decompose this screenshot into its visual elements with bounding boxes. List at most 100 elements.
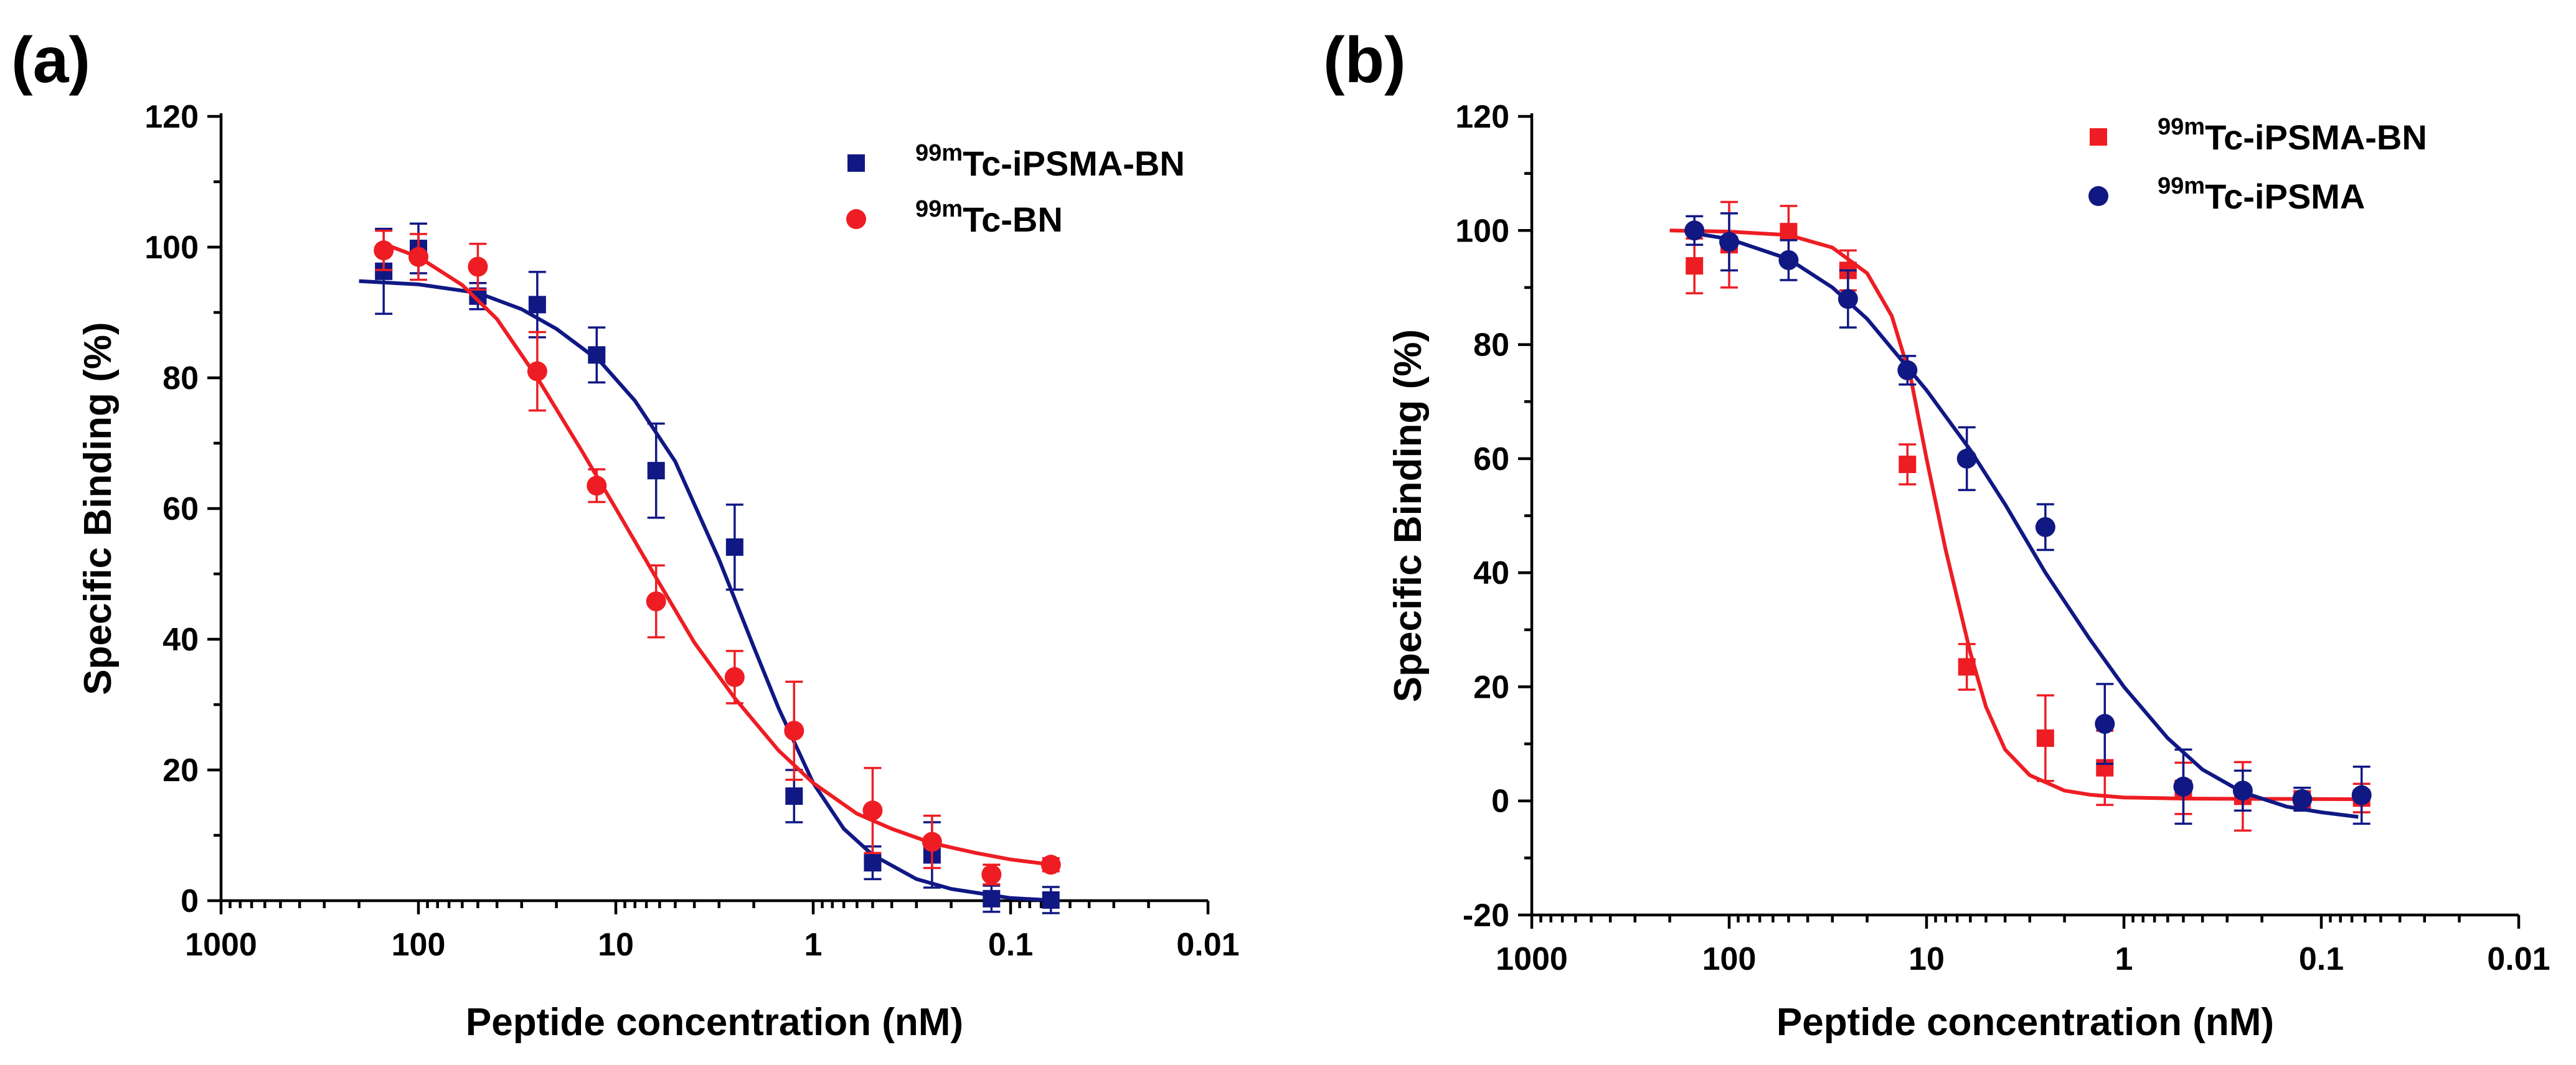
x-tick-label: 10 [1908,941,1945,977]
data-point [1897,360,1918,380]
panel-label: (a) [11,24,90,96]
y-tick-label: 120 [1455,99,1509,135]
data-point [784,721,804,741]
legend-superscript: 99m [915,196,963,222]
data-point [2036,729,2054,747]
x-tick-label: 0.1 [988,927,1033,963]
y-tick-label: 40 [163,622,199,658]
y-tick-label: -20 [1463,898,1509,934]
x-tick-label: 0.1 [2299,941,2344,977]
series-tc-ipsma-bn [1669,200,2371,832]
data-point [1042,891,1060,909]
data-point [1684,220,1705,241]
legend-label: 99mTc-BN [915,196,1063,239]
fit-curve [359,279,1048,902]
x-tick-label: 100 [1702,941,1757,977]
series-tc-bn [374,230,1061,886]
data-point [725,538,743,556]
y-axis-label: Specific Binding (%) [77,322,120,695]
x-tick-label: 1000 [185,927,257,963]
legend-superscript: 99m [2158,114,2205,140]
legend-marker [847,154,865,172]
data-point [1686,257,1704,275]
data-point [374,240,394,261]
data-point [587,476,607,496]
data-point [647,462,665,480]
x-tick-label: 0.01 [1176,927,1239,963]
x-tick-label: 1000 [1496,941,1568,977]
x-axis-label: Peptide concentration (nM) [1776,1001,2274,1044]
data-point [862,800,883,821]
legend-label: 99mTc-iPSMA-BN [915,140,1185,183]
y-tick-label: 120 [144,99,199,135]
y-tick-label: 100 [1455,213,1509,249]
data-point [785,787,803,805]
y-tick-label: 0 [1491,784,1509,820]
data-point [646,591,666,612]
data-point [468,256,488,277]
data-point [2351,785,2372,805]
data-point [1040,855,1061,875]
legend-entry: 99mTc-BN [846,196,1063,239]
data-point [527,361,547,382]
y-tick-label: 100 [144,230,199,266]
legend-marker [846,209,866,229]
series-tc-ipsma-bn [359,222,1060,914]
x-tick-label: 0.01 [2487,941,2550,977]
data-point [1899,456,1917,474]
y-tick-label: 80 [1473,327,1509,364]
legend-superscript: 99m [2158,173,2205,199]
legend-label: 99mTc-iPSMA-BN [2158,114,2427,157]
data-point [983,889,1001,908]
legend-label: 99mTc-iPSMA [2158,173,2365,216]
fit-curve [1669,228,2359,801]
y-tick-label: 60 [163,491,199,527]
y-tick-label: 60 [1473,441,1509,477]
fit-curve [1694,231,2359,819]
legend-name: Tc-iPSMA [2205,177,2365,216]
x-axis-label: Peptide concentration (nM) [466,1001,963,1044]
chart-panel-b: (b) -20 0 20 40 60 80 100 120 1000 100 10 1 0.1 0.01 Pe… [1323,24,2550,1044]
x-tick-label: 1 [2115,941,2133,977]
y-axis-label: Specific Binding (%) [1387,329,1430,702]
legend-entry: 99mTc-iPSMA-BN [2090,114,2427,157]
x-tick-label: 1 [804,927,823,963]
data-point [1780,223,1798,241]
data-point [2292,789,2313,809]
legend-marker [2088,186,2108,206]
chart-panel-a: (a) 0 20 40 60 80 100 120 1000 100 10 1 0.1 0.01 Pepti… [11,24,1240,1044]
data-point [1719,232,1739,252]
data-point [864,854,882,872]
legend-entry: 99mTc-iPSMA-BN [847,140,1185,183]
data-point [1778,250,1799,270]
legend-marker [2090,128,2107,146]
legend-name: Tc-iPSMA-BN [2205,118,2427,157]
x-tick-label: 100 [392,927,446,963]
data-point [588,346,606,364]
data-point [528,296,546,314]
panel-label: (b) [1323,24,1406,96]
legend-entry: 99mTc-iPSMA [2088,173,2365,216]
x-tick-label: 10 [598,927,634,963]
data-point [1956,448,1977,469]
data-point [2035,517,2055,537]
y-tick-label: 20 [1473,669,1509,705]
data-point [2232,781,2253,801]
y-tick-label: 0 [181,883,199,919]
data-point [408,246,428,267]
data-point [1838,289,1858,309]
series-tc-ipsma [1684,212,2372,825]
data-point [981,865,1002,884]
legend-superscript: 99m [915,140,963,166]
data-point [922,832,942,852]
data-point [724,667,745,687]
y-tick-label: 20 [163,753,199,789]
data-point [1958,658,1976,676]
data-point [2095,713,2115,734]
y-tick-label: 40 [1473,555,1509,591]
legend-name: Tc-BN [963,200,1063,239]
legend-name: Tc-iPSMA-BN [963,144,1185,183]
y-tick-label: 80 [163,360,199,396]
data-point [2173,776,2194,797]
